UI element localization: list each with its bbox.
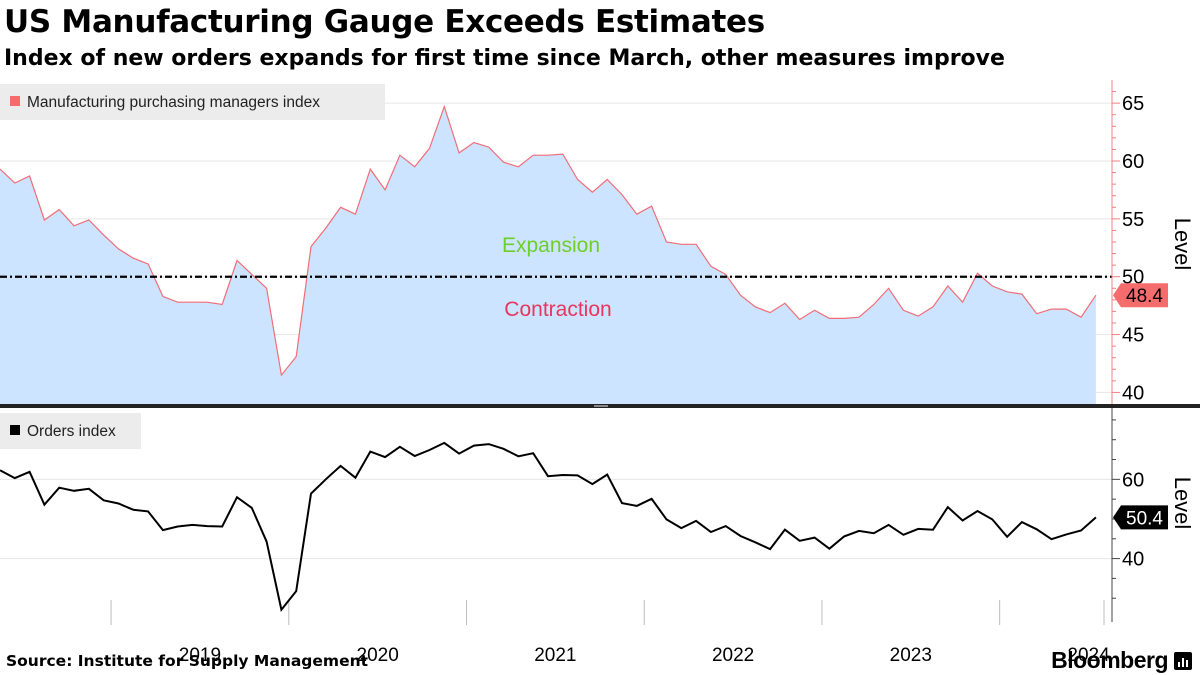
orders-y-axis-label: Level bbox=[1170, 477, 1195, 530]
bloomberg-logo: Bloomberg bbox=[1051, 647, 1192, 674]
pmi-y-axis-label: Level bbox=[1170, 218, 1195, 271]
bloomberg-terminal-icon bbox=[1174, 651, 1192, 670]
x-tick-label: 2022 bbox=[712, 645, 754, 666]
x-tick-label: 2021 bbox=[534, 645, 576, 666]
chart-subtitle: Index of new orders expands for first ti… bbox=[4, 46, 1005, 71]
y-tick-label: 40 bbox=[1122, 382, 1144, 404]
y-tick-label: 55 bbox=[1122, 209, 1144, 231]
pmi-last-value: 48.4 bbox=[1126, 286, 1163, 307]
orders-line bbox=[0, 441, 1097, 612]
pmi-line bbox=[0, 104, 1097, 377]
orders-last-value-badge bbox=[1113, 505, 1168, 530]
contraction-label: Contraction bbox=[504, 298, 611, 321]
x-tick-label: 2020 bbox=[357, 645, 399, 666]
y-tick-label: 60 bbox=[1122, 151, 1144, 173]
pmi-legend-label: Manufacturing purchasing managers index bbox=[27, 94, 320, 111]
orders-last-value: 50.4 bbox=[1126, 508, 1163, 529]
y-tick-label: 50 bbox=[1122, 267, 1144, 289]
orders-legend-box bbox=[0, 413, 141, 449]
y-tick-label: 60 bbox=[1122, 469, 1144, 491]
x-tick-label: 2024 bbox=[1067, 645, 1110, 666]
orders-legend-label: Orders index bbox=[27, 423, 116, 440]
brand-wordmark: Bloomberg bbox=[1051, 647, 1168, 673]
x-tick-label: 2019 bbox=[179, 645, 221, 666]
expansion-label: Expansion bbox=[502, 234, 600, 257]
panel-resize-grip bbox=[594, 405, 608, 407]
y-tick-label: 40 bbox=[1122, 549, 1144, 571]
pmi-last-value-badge bbox=[1113, 283, 1168, 308]
pmi-legend-box bbox=[0, 84, 385, 120]
orders-legend-swatch bbox=[10, 425, 20, 435]
pmi-area bbox=[0, 106, 1096, 404]
pmi-legend-swatch bbox=[10, 96, 20, 106]
x-tick-label: 2023 bbox=[890, 645, 932, 666]
y-tick-label: 45 bbox=[1122, 325, 1144, 347]
chart-title: US Manufacturing Gauge Exceeds Estimates bbox=[4, 4, 765, 40]
source-note: Source: Institute for Supply Management bbox=[6, 652, 369, 670]
y-tick-label: 65 bbox=[1122, 93, 1144, 115]
